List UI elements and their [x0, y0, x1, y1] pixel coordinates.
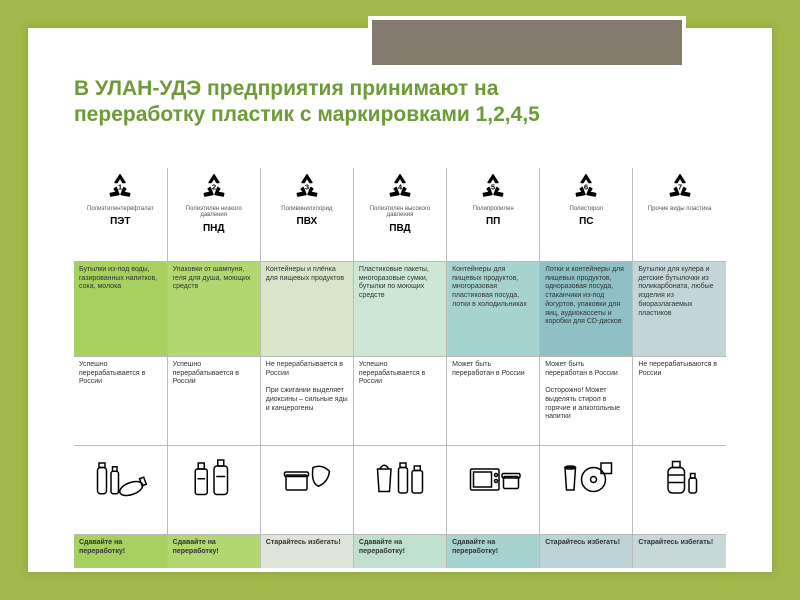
usage-cell-6: Лотки и контейнеры для пищевых продуктов… [540, 261, 633, 356]
type-name: Полиэтилентерефталат [79, 206, 162, 213]
action-cell-5: Сдавайте на переработку! [447, 534, 540, 568]
recyclability-cell-7: Не перерабатываются в России [633, 356, 726, 445]
slide: В УЛАН-УДЭ предприятия принимают на пере… [28, 28, 772, 572]
recyclability-cell-6: Может быть переработан в РоссииОсторожно… [540, 356, 633, 445]
plastic-types-table: 1 Полиэтилентерефталат ПЭТ 2 Полиэтилен … [74, 168, 726, 568]
illustration-cell-6 [540, 445, 633, 534]
illustration-cell-4 [353, 445, 446, 534]
illustration-cell-5 [447, 445, 540, 534]
svg-text:1: 1 [118, 183, 123, 192]
action-cell-2: Сдавайте на переработку! [167, 534, 260, 568]
type-name: Поливинилхлорид [266, 206, 348, 213]
decorative-box [368, 16, 686, 69]
recyclability-cell-2: Успешно перерабатывается в России [167, 356, 260, 445]
recycle-symbol-1-icon: 1 [106, 172, 134, 200]
recyclability-cell-5: Может быть переработан в России [447, 356, 540, 445]
recycle-symbol-4-icon: 4 [386, 172, 414, 200]
usage-cell-1: Бутылки из-под воды, газированных напитк… [74, 261, 167, 356]
recycle-symbol-7-icon: 7 [666, 172, 694, 200]
action-cell-6: Старайтесь избегать! [540, 534, 633, 568]
action-cell-4: Сдавайте на переработку! [353, 534, 446, 568]
svg-text:2: 2 [212, 183, 216, 192]
action-cell-3: Старайтесь избегать! [260, 534, 353, 568]
symbol-cell-4: 4 Полиэтилен высокого давления ПВД [353, 168, 446, 261]
type-abbr: ПЭТ [79, 216, 162, 229]
type-name: Полистирол [545, 206, 627, 213]
svg-text:4: 4 [398, 183, 403, 192]
usage-cell-2: Упаковки от шампуня, геля для душа, моющ… [167, 261, 260, 356]
symbol-cell-3: 3 Поливинилхлорид ПВХ [260, 168, 353, 261]
symbol-cell-2: 2 Полиэтилен низкого давления ПНД [167, 168, 260, 261]
recyclability-cell-1: Успешно перерабатывается в России [74, 356, 167, 445]
type-abbr: ПВД [359, 223, 441, 236]
slide-title: В УЛАН-УДЭ предприятия принимают на пере… [74, 76, 594, 129]
usage-cell-5: Контейнеры для пищевых продуктов, многор… [447, 261, 540, 356]
recycle-symbol-3-icon: 3 [293, 172, 321, 200]
symbol-cell-7: 7 Прочие виды пластика [633, 168, 726, 261]
svg-text:5: 5 [491, 183, 496, 192]
svg-text:7: 7 [678, 183, 682, 192]
svg-text:6: 6 [584, 183, 588, 192]
recyclability-cell-4: Успешно перерабатывается в России [353, 356, 446, 445]
recyclability-cell-3: Не перерабатывается в РоссииПри сжигании… [260, 356, 353, 445]
recycle-symbol-5-icon: 5 [479, 172, 507, 200]
type-abbr: ПС [545, 216, 627, 229]
action-cell-1: Сдавайте на переработку! [74, 534, 167, 568]
type-name: Полиэтилен низкого давления [173, 206, 255, 219]
illustration-cell-7 [633, 445, 726, 534]
usage-cell-4: Пластиковые пакеты, многоразовые сумки, … [353, 261, 446, 356]
type-name: Полипропилен [452, 206, 534, 213]
type-name: Прочие виды пластика [638, 206, 721, 213]
type-abbr: ПП [452, 216, 534, 229]
illustration-cell-1 [74, 445, 167, 534]
usage-cell-7: Бутылки для кулера и детские бутылочки и… [633, 261, 726, 356]
type-name: Полиэтилен высокого давления [359, 206, 441, 219]
recycle-symbol-2-icon: 2 [200, 172, 228, 200]
action-cell-7: Старайтесь избегать! [633, 534, 726, 568]
illustration-cell-2 [167, 445, 260, 534]
symbol-cell-1: 1 Полиэтилентерефталат ПЭТ [74, 168, 167, 261]
type-abbr: ПНД [173, 223, 255, 236]
symbol-cell-6: 6 Полистирол ПС [540, 168, 633, 261]
symbol-cell-5: 5 Полипропилен ПП [447, 168, 540, 261]
usage-cell-3: Контейнеры и плёнка для пищевых продукто… [260, 261, 353, 356]
svg-text:3: 3 [305, 183, 309, 192]
type-abbr: ПВХ [266, 216, 348, 229]
illustration-cell-3 [260, 445, 353, 534]
recycle-symbol-6-icon: 6 [572, 172, 600, 200]
